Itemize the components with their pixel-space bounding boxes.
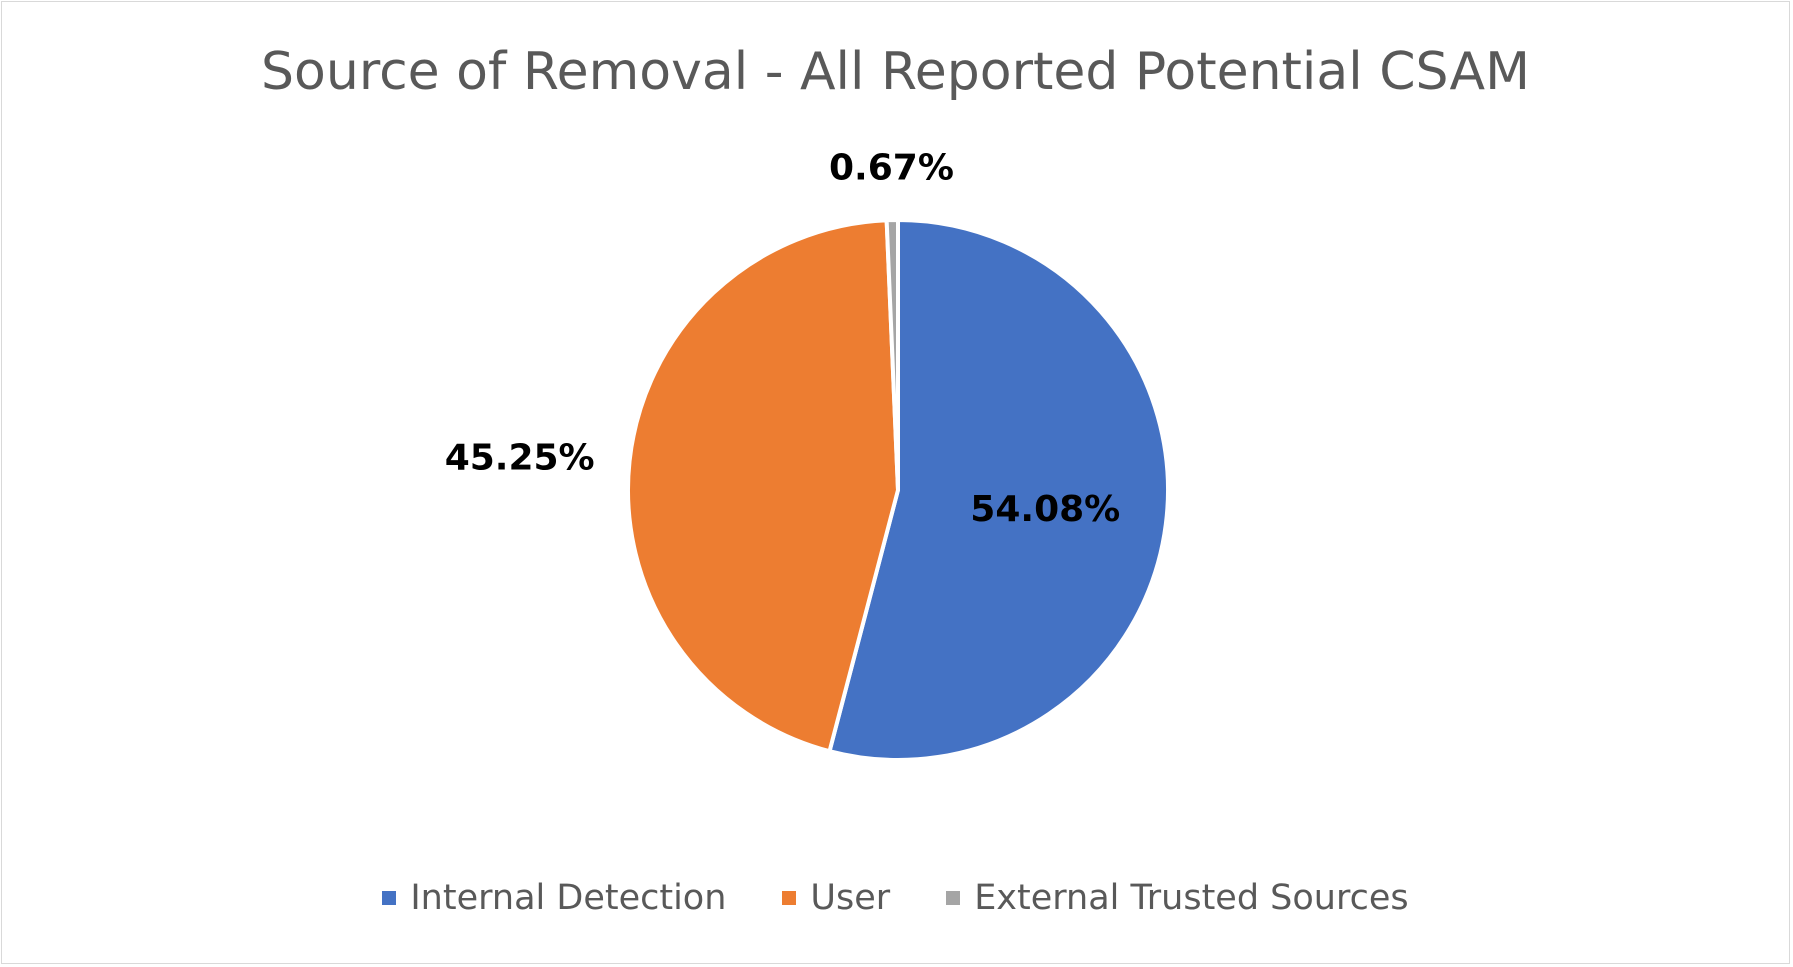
legend-label-external-trusted-sources: External Trusted Sources xyxy=(974,878,1409,918)
pie-data-labels: 54.08% 45.25% 0.67% xyxy=(445,148,1121,530)
data-label-internal-detection: 54.08% xyxy=(970,489,1120,530)
pie-slice-external-trusted-sources xyxy=(884,218,900,492)
data-label-external-trusted-sources: 0.67% xyxy=(829,148,954,189)
data-label-user: 45.25% xyxy=(445,437,595,478)
legend-swatch-internal-detection xyxy=(382,891,397,905)
legend-item-user: User xyxy=(782,878,890,918)
chart-title: Source of Removal - All Reported Potenti… xyxy=(261,42,1530,102)
legend-swatch-user xyxy=(782,891,797,905)
legend-item-external-trusted-sources: External Trusted Sources xyxy=(946,878,1409,918)
legend-label-internal-detection: Internal Detection xyxy=(410,878,727,918)
legend-swatch-external-trusted-sources xyxy=(946,891,961,905)
legend: Internal Detection User External Trusted… xyxy=(2,878,1789,918)
legend-item-internal-detection: Internal Detection xyxy=(382,878,726,918)
pie-slice-internal-detection xyxy=(827,218,1170,762)
pie-slice-user xyxy=(626,218,900,754)
pie-slices xyxy=(626,218,1170,762)
legend-label-user: User xyxy=(810,878,891,918)
